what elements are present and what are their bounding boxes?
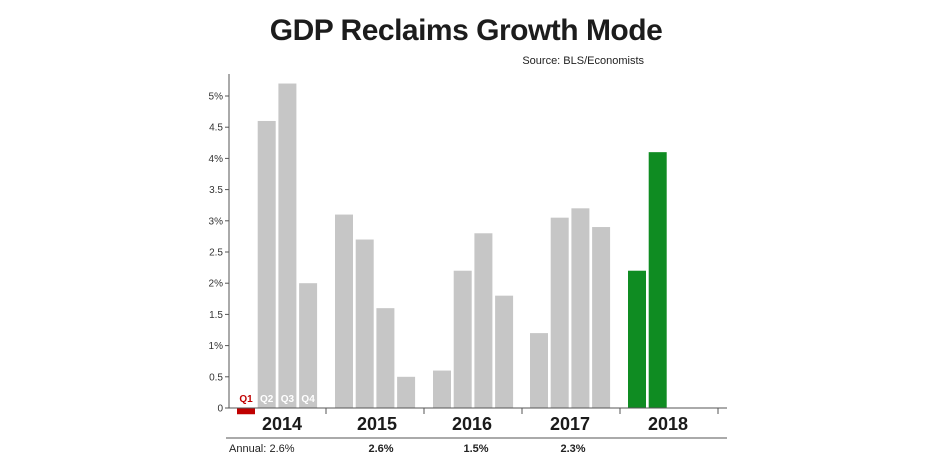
bar-2017-q3 — [571, 208, 590, 408]
year-label: 2017 — [550, 414, 590, 434]
annual-value: 2.6% — [269, 443, 294, 455]
year-label: 2018 — [648, 414, 688, 434]
bar-2016-q3 — [474, 233, 493, 408]
chart-source: Source: BLS/Economists — [522, 55, 644, 67]
quarter-label: Q3 — [281, 394, 295, 405]
bar-2014-q3 — [278, 83, 297, 409]
bar-2015-q4 — [397, 376, 416, 408]
y-tick-label: 1% — [209, 341, 224, 352]
bar-2017-q4 — [592, 227, 611, 408]
y-tick-label: 4% — [209, 154, 224, 165]
chart-title: GDP Reclaims Growth Mode — [269, 14, 663, 47]
quarter-label: Q2 — [260, 394, 274, 405]
y-tick-label: 0 — [217, 404, 223, 415]
bar-2015-q1 — [335, 214, 353, 408]
bar-2014-q2 — [257, 120, 276, 409]
bar-2014-q4 — [299, 283, 318, 408]
bar-2016-q2 — [453, 270, 472, 408]
y-tick-label: 4.5 — [209, 123, 223, 134]
quarter-label: Q4 — [301, 394, 315, 405]
annual-value: 2.6% — [368, 443, 393, 455]
y-tick-label: 2% — [209, 279, 224, 290]
bar-2018-q1 — [628, 270, 646, 408]
bar-2017-q1 — [530, 333, 548, 408]
bar-2016-q4 — [495, 295, 514, 408]
y-tick-label: 0.5 — [209, 372, 223, 383]
bar-2017-q2 — [550, 217, 569, 408]
annual-value: 2.3% — [560, 443, 585, 455]
annual-label: Annual: — [229, 443, 266, 455]
quarter-label: Q1 — [239, 394, 253, 405]
bar-2014-q1 — [237, 408, 255, 415]
year-label: 2016 — [452, 414, 492, 434]
y-tick-label: 3% — [209, 216, 224, 227]
year-label: 2014 — [262, 414, 302, 434]
annual-value: 1.5% — [463, 443, 488, 455]
bar-2016-q1 — [433, 370, 451, 408]
bar-2015-q2 — [355, 239, 374, 408]
year-label: 2015 — [357, 414, 397, 434]
y-tick-label: 2.5 — [209, 248, 223, 259]
bar-2018-q2 — [648, 152, 667, 408]
y-tick-label: 5% — [209, 92, 224, 103]
y-tick-label: 1.5 — [209, 310, 223, 321]
bar-2015-q3 — [376, 308, 395, 408]
y-tick-label: 3.5 — [209, 185, 223, 196]
